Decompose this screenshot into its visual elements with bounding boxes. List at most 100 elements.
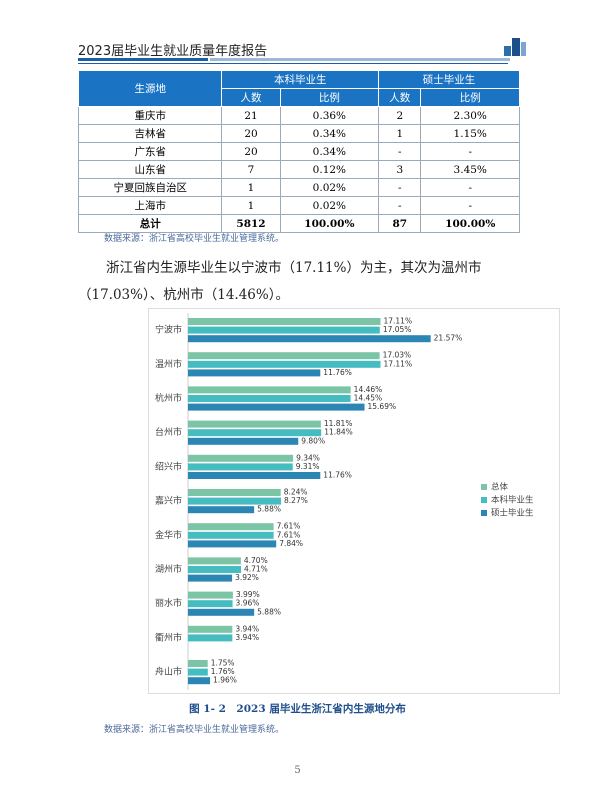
bar [188,540,277,548]
bar [188,386,351,394]
bar [188,454,294,462]
header-cell: 人数 [378,88,422,107]
bar [188,625,233,633]
figure-caption: 图 1- 2 2023 届毕业生浙江省内生源地分布 [189,703,406,715]
bar [188,557,241,565]
value-label: 3.94% [235,633,259,642]
bar [188,395,351,402]
bar [188,489,281,496]
bar [188,634,233,642]
table-cell: 3.45% [420,160,520,179]
legend-swatch [481,497,487,503]
table-cell: - [378,196,422,215]
table-cell: 3 [378,160,422,179]
table-row: 上海市 1 0.02% - - [77,196,520,215]
value-label: 15.69% [368,402,397,411]
category-label: 绍兴市 [155,460,182,472]
table-cell: 2 [378,106,422,125]
table-cell: - [420,178,520,197]
value-label: 7.84% [279,539,303,548]
value-label: 17.05% [383,325,412,334]
table-row: 重庆市 21 0.36% 2 2.30% [77,106,520,125]
table-row: 总计 5812 100.00% 87 100.00% [77,214,520,233]
table-cell: - [378,178,422,197]
header-decoration [78,38,526,64]
header-cell: 比例 [420,88,520,107]
bar [188,472,321,479]
bar [188,497,282,505]
table-cell: 总计 [77,214,223,233]
value-label: 1.76% [211,667,235,676]
category-label: 嘉兴市 [155,495,182,507]
value-label: 1.75% [211,659,235,668]
bar [188,506,255,514]
table-cell: 21 [221,106,281,125]
bar [188,574,233,582]
table-row: 宁夏回族自治区 1 0.02% - - [77,178,520,197]
legend-swatch [481,484,487,490]
header-cell: 人数 [221,88,281,107]
bar [188,360,381,368]
bar [188,369,321,377]
table-cell: 0.34% [279,142,380,161]
category-label: 金华市 [155,529,182,541]
bar [188,335,431,343]
value-label: 11.81% [324,419,353,428]
table-cell: - [378,142,422,161]
header-title: 2023届毕业生就业质量年度报告 [78,44,268,59]
value-label: 9.34% [296,453,320,462]
value-label: 21.57% [434,334,463,343]
table-cell: 0.12% [279,160,380,179]
plot-border [148,308,560,694]
table-cell: 100.00% [420,214,520,233]
value-label: 11.76% [323,368,352,377]
value-label: 3.94% [235,624,259,633]
value-label: 7.61% [277,522,301,531]
value-label: 14.46% [354,385,383,394]
table-cell: 1 [221,196,281,215]
category-label: 宁波市 [155,324,182,336]
table-cell: 2.30% [420,106,520,125]
table-cell: 0.02% [279,196,380,215]
header-row: 生源地 本科毕业生 硕士毕业生 [77,70,520,107]
category-label: 湖州市 [155,563,182,575]
figure-source: 数据来源：浙江省高校毕业生就业管理系统。 [104,725,285,735]
table-cell: 20 [221,142,281,161]
table-cell: 重庆市 [77,106,223,125]
category-label: 衢州市 [155,631,182,643]
value-label: 3.99% [236,590,260,599]
category-label: 舟山市 [155,666,182,678]
category-label: 温州市 [155,358,182,370]
table-cell: 100.00% [279,214,380,233]
table-cell: 0.36% [279,106,380,125]
table-cell: 5812 [221,214,281,233]
table-row: 广东省 20 0.34% - - [77,142,520,161]
category-label: 台州市 [155,426,182,438]
value-label: 11.76% [323,471,352,480]
category-label: 杭州市 [155,392,182,404]
table-source: 数据来源：浙江省高校毕业生就业管理系统。 [104,234,285,244]
bar [188,566,241,573]
bar [188,591,233,599]
bar [188,403,365,411]
paragraph: 浙江省内生源毕业生以宁波市（17.11%）为主，其次为温州市（17.03%）、杭… [78,260,482,303]
bar [188,608,255,616]
bar [188,352,380,360]
table-cell: 0.02% [279,178,380,197]
legend-label: 本科毕业生 [491,495,534,506]
bar [188,318,381,325]
value-label: 17.11% [383,317,412,326]
table-cell: - [420,142,520,161]
table-cell: - [420,196,520,215]
page-number: 5 [294,765,301,776]
header-cell: 生源地 [77,70,223,107]
legend-label: 总体 [491,482,509,493]
table-cell: 20 [221,124,281,143]
value-label: 8.24% [284,488,308,497]
bar [188,600,233,608]
bar [188,677,211,685]
table-cell: 7 [221,160,281,179]
bar [188,463,293,471]
table-cell: 87 [378,214,422,233]
